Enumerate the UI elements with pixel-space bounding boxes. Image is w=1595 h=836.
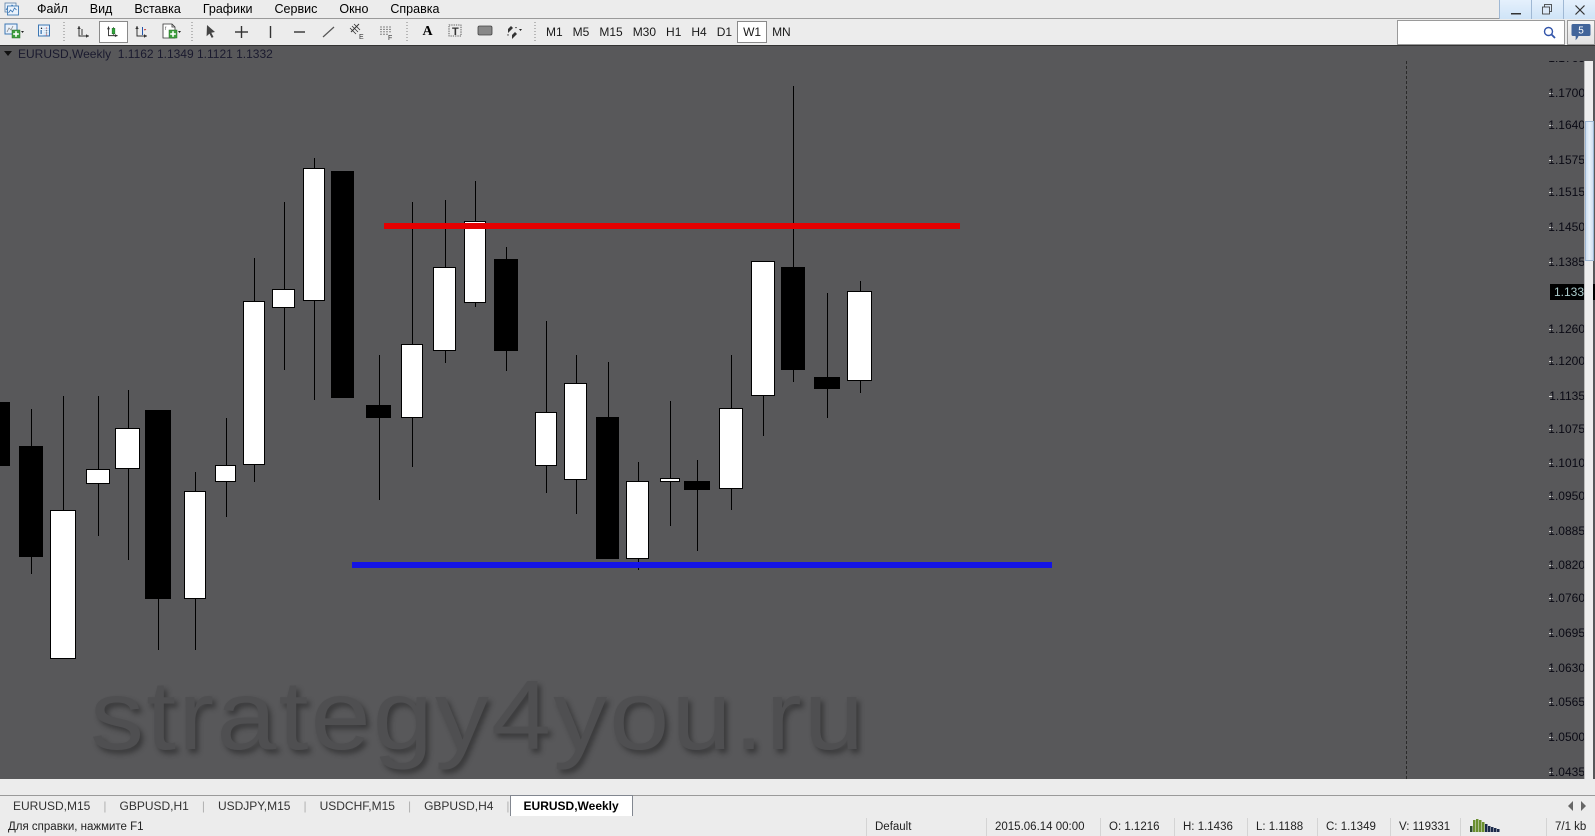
svg-text:E: E	[359, 34, 364, 41]
svg-text:5: 5	[1578, 25, 1584, 36]
svg-text:T: T	[452, 26, 459, 38]
svg-text:F: F	[388, 35, 392, 42]
